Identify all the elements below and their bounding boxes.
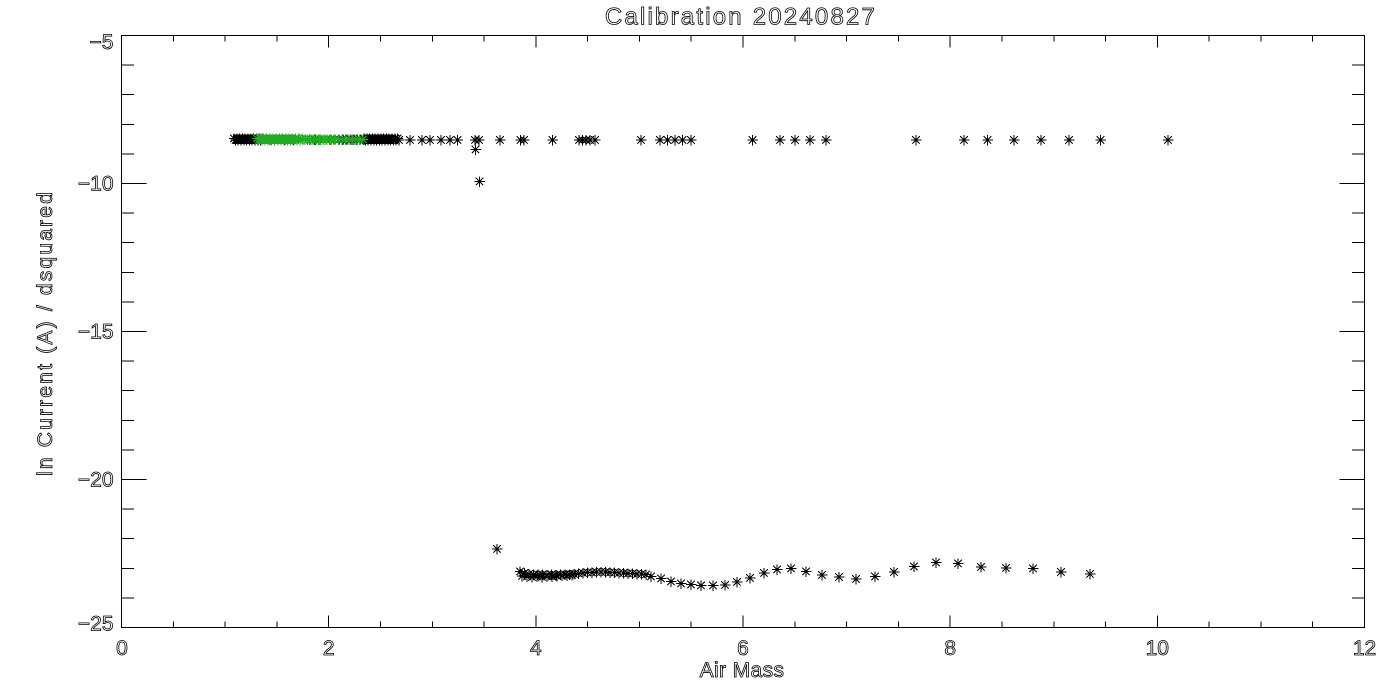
- svg-text:−5: −5: [90, 31, 114, 54]
- svg-text:12: 12: [1353, 637, 1376, 660]
- svg-text:2: 2: [323, 637, 335, 660]
- svg-text:6: 6: [737, 637, 749, 660]
- svg-text:−10: −10: [78, 173, 114, 196]
- svg-text:4: 4: [530, 637, 542, 660]
- svg-text:−15: −15: [78, 321, 114, 344]
- svg-text:0: 0: [116, 637, 128, 660]
- svg-text:−20: −20: [78, 469, 114, 492]
- svg-text:8: 8: [944, 637, 956, 660]
- svg-text:ln Current (A) / dsquared: ln Current (A) / dsquared: [34, 190, 57, 476]
- svg-text:Calibration 20240827: Calibration 20240827: [605, 4, 877, 31]
- svg-text:Air Mass: Air Mass: [700, 659, 785, 682]
- svg-text:10: 10: [1146, 637, 1169, 660]
- svg-text:−25: −25: [78, 613, 114, 636]
